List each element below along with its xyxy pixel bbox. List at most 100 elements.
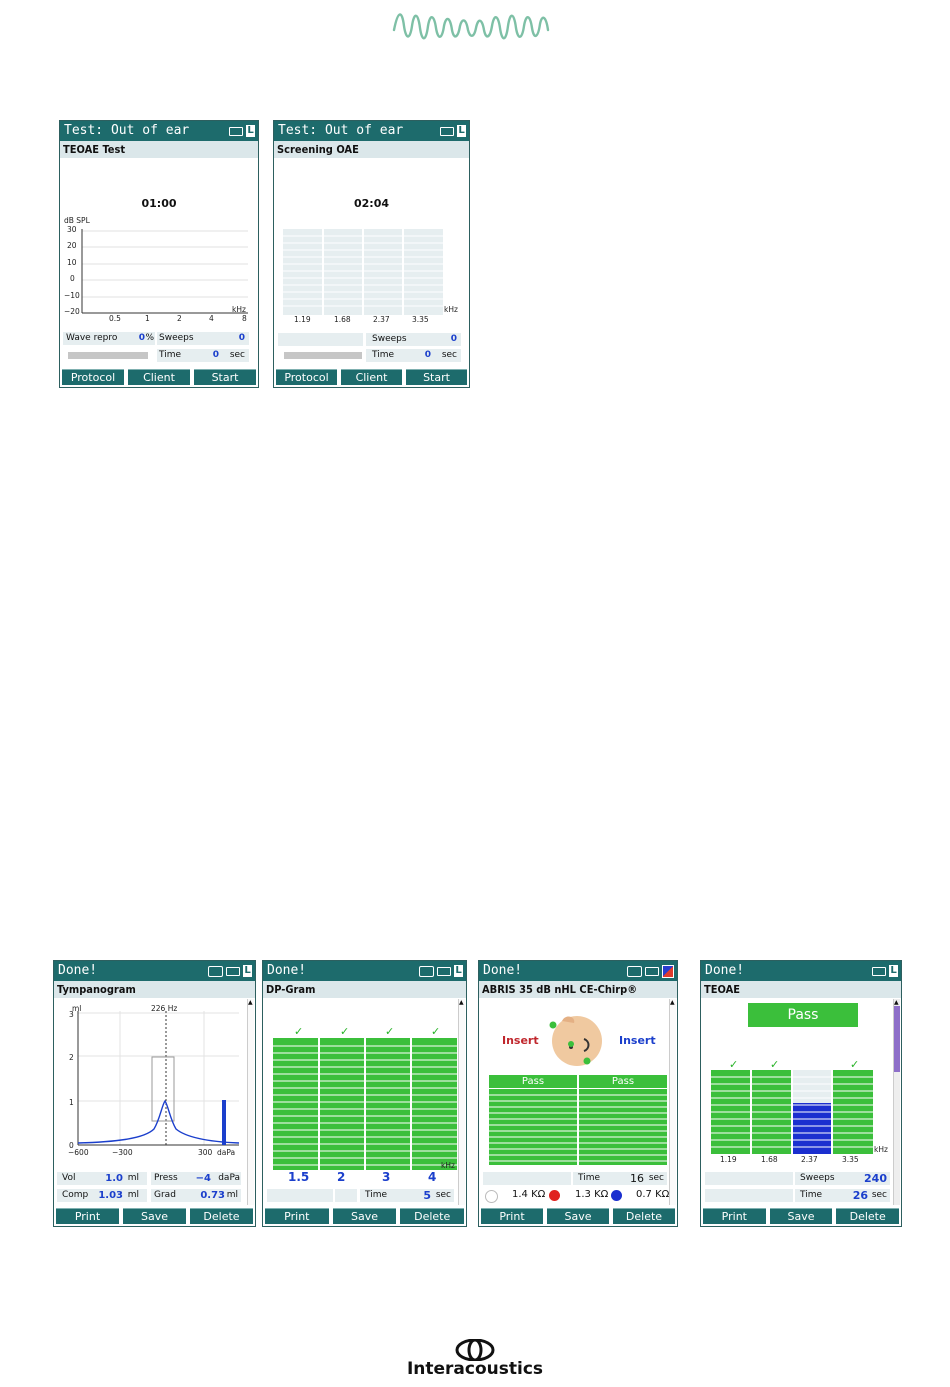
time-field: Time 0 sec xyxy=(366,349,461,362)
left-ear-icon: L xyxy=(246,125,255,137)
vol-label: Vol xyxy=(62,1173,76,1183)
x-tick: 300 xyxy=(198,1148,213,1157)
frequency-label: 4 xyxy=(428,1170,437,1184)
y-tick: 20 xyxy=(67,241,77,250)
impedance-left: 1.3 KΩ xyxy=(575,1189,609,1200)
battery-icon xyxy=(226,966,240,976)
delete-button[interactable]: Delete xyxy=(613,1208,675,1224)
x-tick: 3.35 xyxy=(842,1155,859,1164)
battery-icon xyxy=(645,966,659,976)
wave-repro-unit: % xyxy=(145,333,154,343)
x-tick: 2 xyxy=(177,314,182,323)
check-icon: ✓ xyxy=(431,1025,441,1038)
frequency-label: 1.5 xyxy=(288,1170,310,1184)
sweeps-value: 240 xyxy=(864,1172,887,1185)
time-field: Time 16 sec xyxy=(573,1172,667,1185)
press-label: Press xyxy=(154,1173,178,1183)
x-tick: −600 xyxy=(68,1148,89,1157)
start-button[interactable]: Start xyxy=(406,369,467,385)
left-ear-icon: L xyxy=(454,965,463,977)
y-axis-unit: ml xyxy=(72,1004,82,1013)
save-button[interactable]: Save xyxy=(547,1208,609,1224)
y-tick: 2 xyxy=(69,1053,74,1062)
screen-title: Done! xyxy=(701,961,901,981)
print-button[interactable]: Print xyxy=(481,1208,543,1224)
test-name: TEOAE Test xyxy=(60,141,258,158)
y-tick: 0 xyxy=(70,274,75,283)
time-label: Time xyxy=(159,350,182,360)
progress-bar xyxy=(68,352,148,359)
sweeps-label: Sweeps xyxy=(800,1173,835,1183)
blank-field xyxy=(705,1172,793,1185)
device-screen-screening-oae: Test: Out of ear L Screening OAE 02:04 k… xyxy=(273,120,470,388)
save-button[interactable]: Save xyxy=(769,1208,833,1224)
print-button[interactable]: Print xyxy=(56,1208,119,1224)
right-result: Pass xyxy=(579,1075,667,1088)
left-ear-icon: L xyxy=(889,965,898,977)
left-transducer-label: Insert xyxy=(502,1034,539,1047)
client-button[interactable]: Client xyxy=(341,369,402,385)
comp-unit: ml xyxy=(127,1190,139,1200)
right-electrode-icon xyxy=(611,1190,622,1201)
grad-label: Grad xyxy=(154,1190,176,1200)
wave-repro-label: Wave repro xyxy=(66,333,118,343)
save-button[interactable]: Save xyxy=(123,1208,186,1224)
gradient-field: Grad 0.73 ml xyxy=(151,1189,241,1202)
x-tick: 2.37 xyxy=(373,315,390,324)
delete-button[interactable]: Delete xyxy=(190,1208,253,1224)
time-field: Time 26 sec xyxy=(795,1189,890,1202)
test-name: Screening OAE xyxy=(274,141,469,158)
left-ear-icon: L xyxy=(243,965,252,977)
sweeps-label: Sweeps xyxy=(372,334,407,344)
y-tick: 0 xyxy=(69,1141,74,1150)
x-tick: 4 xyxy=(209,314,214,323)
impedance-reference: 1.4 KΩ xyxy=(512,1189,546,1200)
x-axis-unit: daPa xyxy=(217,1148,236,1157)
status-icons: L xyxy=(872,964,898,978)
time-label: Time xyxy=(800,1190,823,1200)
sweeps-label: Sweeps xyxy=(159,333,194,343)
blank-field xyxy=(278,333,363,346)
sweeps-value: 0 xyxy=(238,333,245,343)
scrollbar[interactable]: ▲ xyxy=(247,999,254,1205)
overall-result: Pass xyxy=(748,1003,858,1027)
time-field: Time 0 sec xyxy=(157,349,249,362)
protocol-button[interactable]: Protocol xyxy=(276,369,337,385)
printer-icon xyxy=(419,965,434,977)
delete-button[interactable]: Delete xyxy=(400,1208,465,1224)
check-icon: ✓ xyxy=(770,1058,780,1071)
x-tick: 1.19 xyxy=(294,315,311,324)
reference-electrode-icon xyxy=(485,1190,498,1203)
teoae-empty-chart xyxy=(81,229,248,314)
screen-title: Done! xyxy=(54,961,255,981)
scrollbar[interactable]: ▲ xyxy=(669,999,676,1205)
time-unit: sec xyxy=(229,350,245,360)
time-unit: sec xyxy=(648,1173,664,1183)
print-button[interactable]: Print xyxy=(265,1208,329,1224)
client-button[interactable]: Client xyxy=(128,369,190,385)
check-icon: ✓ xyxy=(340,1025,350,1038)
test-name: TEOAE xyxy=(701,981,901,998)
softkey-bar: Print Save Delete xyxy=(481,1208,675,1224)
scrollbar[interactable]: ▲ xyxy=(893,999,900,1205)
test-timer: 02:04 xyxy=(353,197,389,210)
printer-icon xyxy=(208,965,223,977)
vol-value: 1.0 xyxy=(105,1173,123,1184)
status-icons: L xyxy=(208,964,252,978)
frequency-label: 3 xyxy=(382,1170,391,1184)
delete-button[interactable]: Delete xyxy=(836,1208,900,1224)
time-label: Time xyxy=(578,1173,601,1183)
device-screen-dp-gram: Done! L DP-Gram ▲ ✓ ✓ ✓ ✓ kHz 1.5 2 3 4 … xyxy=(262,960,467,1227)
brand-name: Interacoustics xyxy=(406,1359,544,1379)
protocol-button[interactable]: Protocol xyxy=(62,369,124,385)
dp-gram-bars xyxy=(273,1038,457,1170)
screen-title: Test: Out of ear xyxy=(274,121,469,141)
scrollbar[interactable]: ▲ xyxy=(458,999,465,1205)
status-icons: L xyxy=(229,124,255,138)
x-axis-unit: kHz xyxy=(444,305,458,314)
save-button[interactable]: Save xyxy=(332,1208,397,1224)
start-button[interactable]: Start xyxy=(194,369,256,385)
left-result: Pass xyxy=(489,1075,577,1088)
sweeps-field: Sweeps 240 xyxy=(795,1172,890,1185)
print-button[interactable]: Print xyxy=(703,1208,766,1224)
